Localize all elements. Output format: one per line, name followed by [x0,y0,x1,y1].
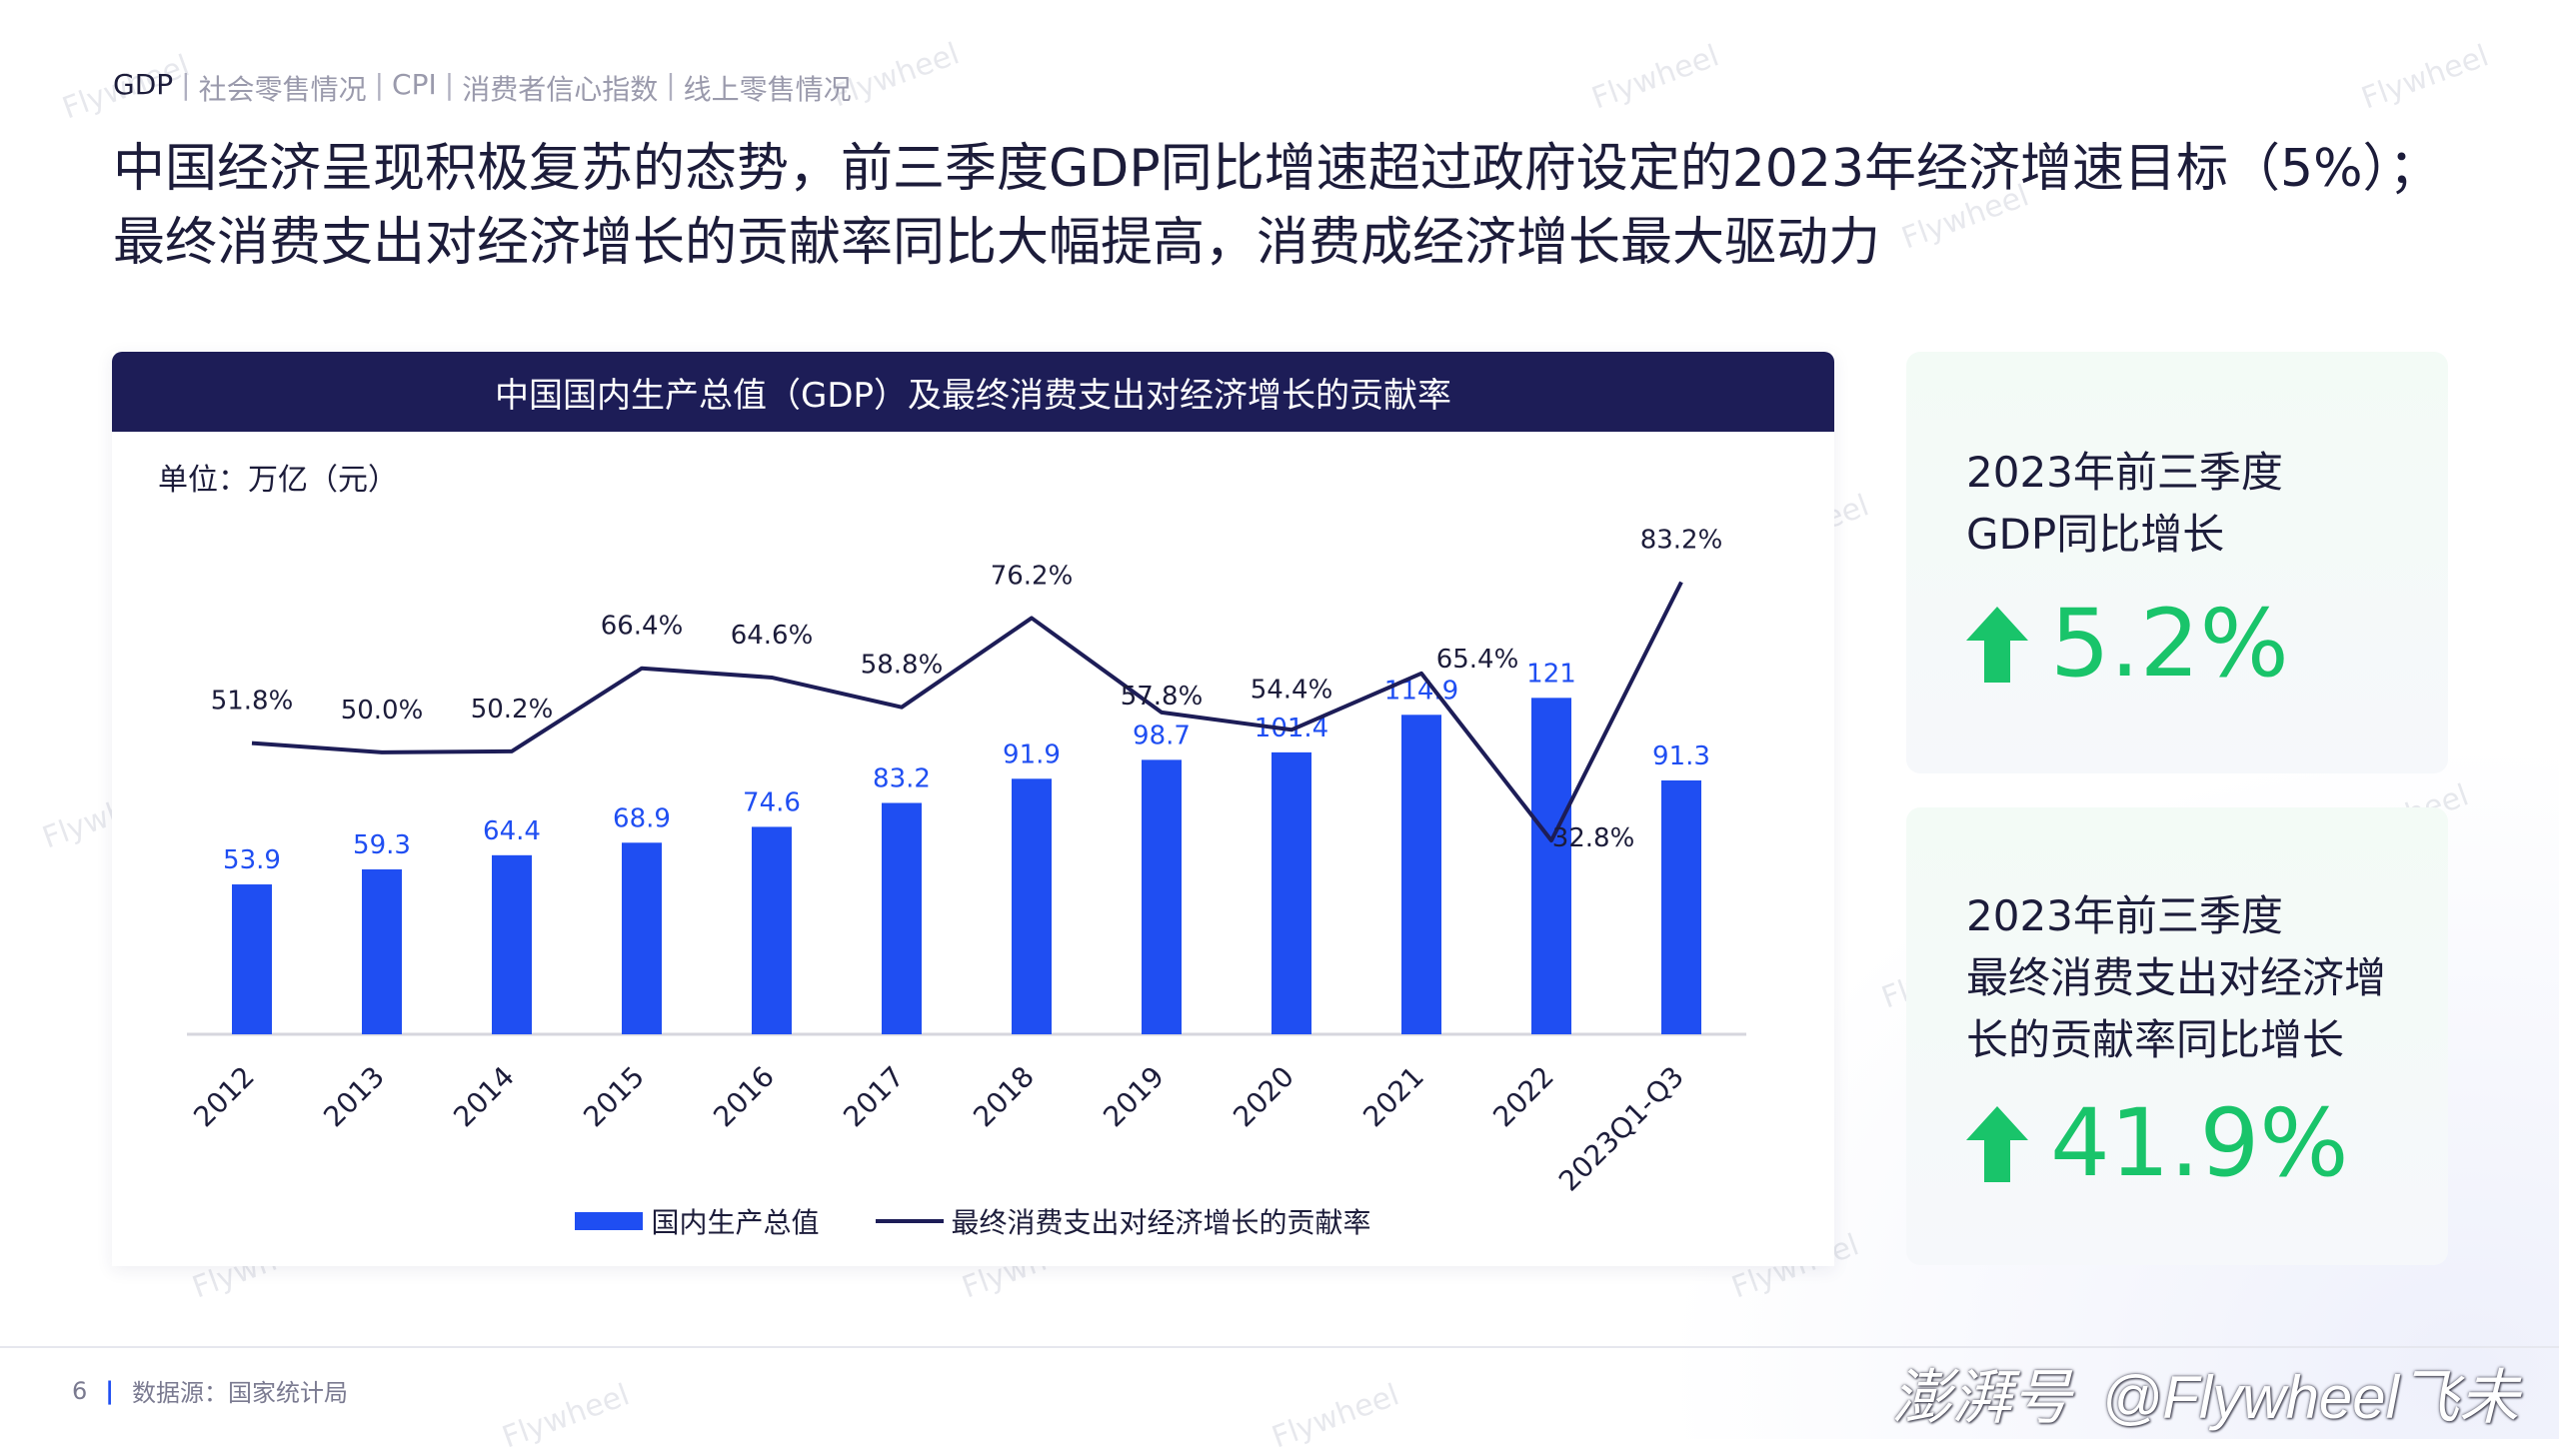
kpi-value: 41.9% [2050,1089,2349,1198]
gdp-bar [1531,698,1571,1034]
kpi-title-line: 长的贡献率同比增长 [1966,1015,2345,1064]
page-number: 6 [72,1376,88,1405]
watermark: Flywheel [2356,38,2494,117]
consumption-point-label: 50.0% [341,696,424,726]
breadcrumb-separator: | [666,68,676,101]
kpi-title: 2023年前三季度 GDP同比增长 [1966,442,2283,566]
consumption-point-label: 58.8% [861,651,944,681]
gdp-bar [1012,778,1052,1034]
x-tick-label: 2017 [837,1060,911,1134]
legend-item-gdp[interactable]: 国内生产总值 [575,1201,820,1241]
consumption-point-label: 83.2% [1640,526,1723,556]
chart-title: 中国国内生产总值（GDP）及最终消费支出对经济增长的贡献率 [112,352,1834,432]
gdp-bar-label: 91.9 [1003,739,1061,769]
gdp-bar [492,854,532,1034]
page-headline: 中国经济呈现积极复苏的态势，前三季度GDP同比增速超过政府设定的2023年经济增… [113,132,2441,280]
brand-name: @Flywheel飞未 [2101,1364,2519,1431]
brand-watermark: 澎湃号 @Flywheel飞未 [1891,1349,2519,1436]
gdp-bar [1661,779,1701,1034]
legend-swatch-bar [575,1212,644,1230]
kpi-title-line: GDP同比增长 [1966,510,2225,559]
breadcrumb-item-cpi[interactable]: CPI [392,68,437,101]
consumption-point-label: 76.2% [991,561,1074,591]
breadcrumb-item-retail[interactable]: 社会零售情况 [198,73,367,106]
gdp-bar-label: 98.7 [1133,721,1191,750]
up-arrow-icon [1966,606,2028,683]
consumption-line [251,581,1683,843]
breadcrumb-item-online-retail[interactable]: 线上零售情况 [683,73,852,106]
footer: 6 | 数据源：国家统计局 [72,1373,348,1408]
kpi-value-row: 41.9% [1966,1089,2349,1198]
consumption-point-label: 57.8% [1121,682,1204,712]
x-tick-label: 2020 [1227,1060,1300,1134]
footer-separator: | [105,1376,115,1405]
watermark: Flywheel [1586,38,1724,117]
gdp-bar-label: 114.9 [1384,676,1458,706]
consumption-point-label: 65.4% [1436,645,1519,675]
x-tick-label: 2023Q1-Q3 [1552,1060,1690,1198]
consumption-point-label: 50.2% [471,695,554,725]
kpi-value: 5.2% [2050,590,2289,699]
legend-label-gdp: 国内生产总值 [651,1206,820,1239]
headline-line-2: 最终消费支出对经济增长的贡献率同比大幅提高，消费成经济增长最大驱动力 [113,213,1881,273]
legend-item-consumption[interactable]: 最终消费支出对经济增长的贡献率 [875,1201,1371,1241]
x-tick-label: 2013 [317,1060,391,1134]
breadcrumb-item-confidence[interactable]: 消费者信心指数 [462,73,659,106]
gdp-bar [1142,759,1182,1034]
breadcrumb-separator: | [181,68,191,101]
x-tick-label: 2015 [577,1060,651,1134]
gdp-bar [882,802,922,1034]
gdp-bar [1401,715,1441,1034]
gdp-bar-label: 64.4 [483,816,541,846]
kpi-value-row: 5.2% [1966,590,2289,699]
x-tick-label: 2018 [967,1060,1041,1134]
watermark: Flywheel [497,1377,635,1456]
gdp-bar [232,884,272,1034]
gdp-bar [1272,751,1311,1034]
data-source: 数据源：国家统计局 [132,1379,349,1407]
breadcrumb: GDP | 社会零售情况 | CPI | 消费者信心指数 | 线上零售情况 [113,68,852,108]
x-tick-label: 2012 [187,1060,261,1134]
gdp-bar [622,842,662,1034]
kpi-title-line: 2023年前三季度 [1966,891,2283,940]
gdp-bar-label: 91.3 [1652,741,1710,771]
gdp-bar [362,869,402,1034]
gdp-bar-label: 59.3 [353,830,411,860]
x-tick-label: 2022 [1486,1060,1560,1134]
combo-chart: 53.9 2012 59.3 2013 64.4 2014 68.9 2015 74.6 2016… [187,526,1746,1198]
brand-prefix: 澎湃号 [1891,1364,2072,1431]
breadcrumb-separator: | [444,68,455,101]
x-tick-label: 2021 [1356,1060,1430,1134]
kpi-title-line: 最终消费支出对经济增 [1966,953,2387,1002]
footer-divider [0,1346,2559,1348]
breadcrumb-item-gdp[interactable]: GDP [113,68,174,101]
consumption-point-label: 64.6% [731,621,814,651]
consumption-point-label: 32.8% [1552,823,1635,853]
gdp-bar-label: 68.9 [613,803,671,833]
x-tick-label: 2019 [1097,1060,1171,1134]
up-arrow-icon [1966,1105,2028,1182]
gdp-bar-label: 74.6 [743,787,801,817]
chart-card: 中国国内生产总值（GDP）及最终消费支出对经济增长的贡献率 单位：万亿（元） 5… [112,352,1834,1266]
consumption-point-label: 54.4% [1251,675,1333,705]
kpi-card-gdp: 2023年前三季度 GDP同比增长 5.2% [1906,352,2448,773]
consumption-point-label: 66.4% [601,612,684,642]
chart-legend: 国内生产总值 最终消费支出对经济增长的贡献率 [112,1201,1834,1241]
legend-swatch-line [875,1219,944,1223]
consumption-point-label: 51.8% [211,687,294,717]
chart-unit-label: 单位：万亿（元） [158,463,398,498]
x-tick-label: 2014 [447,1060,521,1134]
kpi-title-line: 2023年前三季度 [1966,448,2283,497]
watermark: Flywheel [1267,1377,1404,1456]
breadcrumb-separator: | [374,68,385,101]
legend-label-consumption: 最终消费支出对经济增长的贡献率 [951,1206,1371,1239]
x-tick-label: 2016 [707,1060,781,1134]
kpi-title: 2023年前三季度 最终消费支出对经济增 长的贡献率同比增长 [1966,885,2386,1071]
gdp-bar-label: 53.9 [223,845,281,875]
gdp-bar-label: 83.2 [873,764,931,794]
gdp-bar [752,826,792,1034]
gdp-bar-label: 121 [1526,659,1576,689]
kpi-card-consumption: 2023年前三季度 最终消费支出对经济增 长的贡献率同比增长 41.9% [1906,807,2448,1265]
headline-line-1: 中国经济呈现积极复苏的态势，前三季度GDP同比增速超过政府设定的2023年经济增… [113,139,2441,199]
